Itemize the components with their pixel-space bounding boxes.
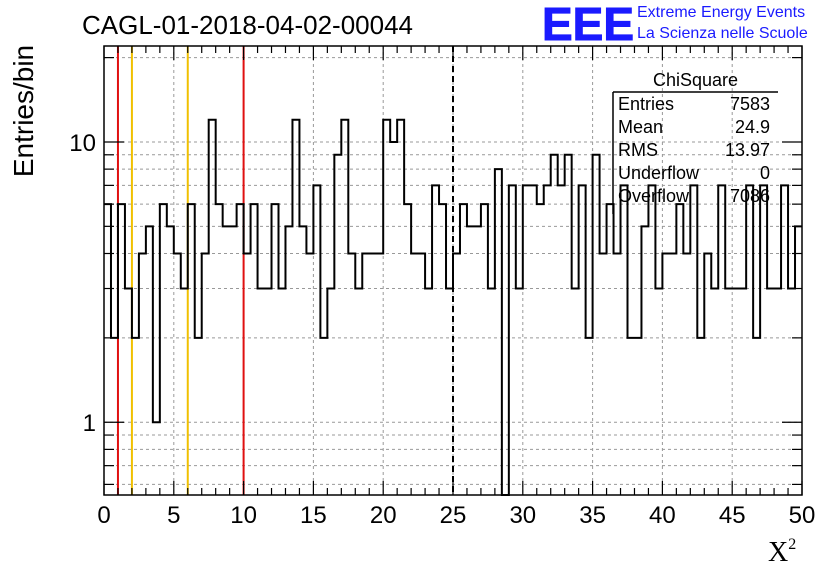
x-tick-label: 35 — [579, 502, 606, 529]
x-tick-label: 5 — [167, 502, 180, 529]
stats-box: ChiSquare Entries 7583 Mean 24.9 RMS 13.97 Unde… — [612, 70, 778, 214]
stats-box-value: 7086 — [730, 186, 770, 206]
stats-box-value: 24.9 — [735, 117, 770, 137]
x-tick-label: 15 — [300, 502, 327, 529]
chart-title: CAGL-01-2018-04-02-00044 — [82, 10, 413, 40]
x-tick-label: 20 — [370, 502, 397, 529]
stats-box-label: Mean — [618, 117, 663, 137]
stats-box-value: 13.97 — [725, 140, 770, 160]
x-axis-label-main: X — [768, 537, 789, 568]
logo-text-line1: Extreme Energy Events — [637, 4, 806, 21]
stats-box-value: 7583 — [730, 94, 770, 114]
stats-box-value: 0 — [760, 163, 770, 183]
x-tick-label: 25 — [440, 502, 467, 529]
logo-text-line2: La Scienza nelle Scuole — [637, 25, 808, 42]
x-axis-label-superscript: 2 — [788, 536, 797, 553]
x-tick-label: 40 — [649, 502, 676, 529]
x-tick-label: 50 — [789, 502, 816, 529]
x-tick-label: 10 — [230, 502, 257, 529]
x-tick-label: 0 — [97, 502, 110, 529]
svg-text:EEE: EEE — [542, 2, 634, 46]
x-tick-label: 30 — [509, 502, 536, 529]
tick-labels: 0 5 10 15 20 25 30 35 40 45 50 1 10 — [69, 130, 815, 529]
y-tick-label: 1 — [83, 410, 96, 437]
stats-box-label: Entries — [618, 94, 674, 114]
histogram-line — [104, 118, 802, 496]
stats-box-label: RMS — [618, 140, 658, 160]
stats-box-label: Underflow — [618, 163, 700, 183]
stats-box-label: Overflow — [618, 186, 690, 206]
eee-logo: EEE — [542, 2, 635, 46]
stats-box-title: ChiSquare — [653, 70, 738, 90]
axis-ticks — [103, 46, 803, 495]
y-tick-label: 10 — [69, 130, 96, 157]
x-tick-label: 45 — [719, 502, 746, 529]
x-axis-label: X2 — [768, 536, 796, 569]
